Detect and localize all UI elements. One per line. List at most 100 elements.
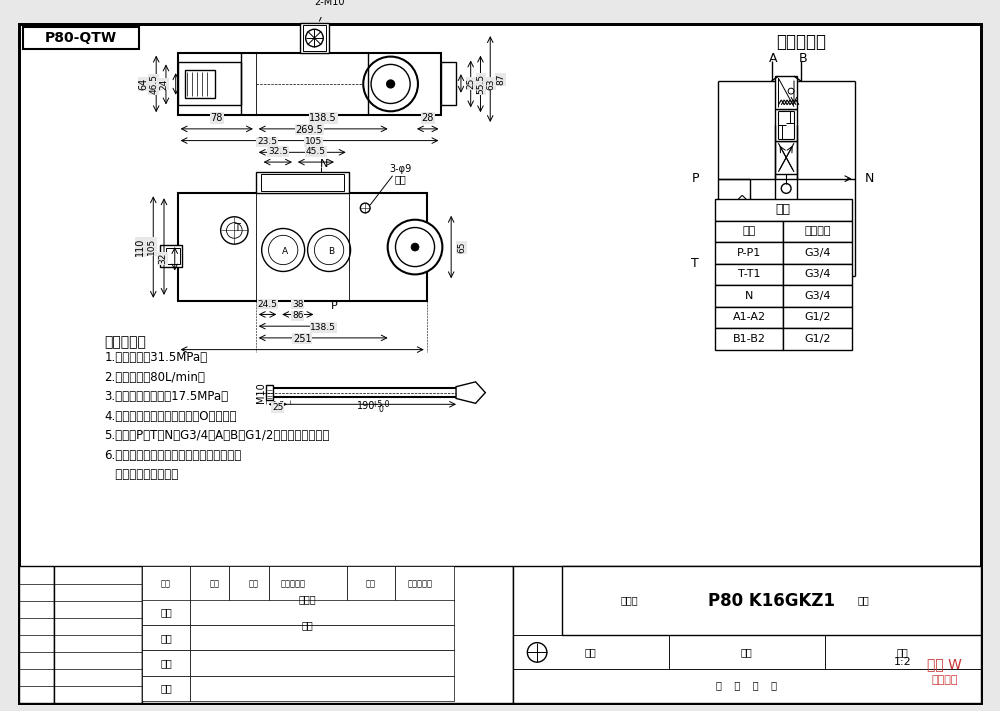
Bar	[783, 306, 852, 328]
Text: 2.公称流量：80L/min；: 2.公称流量：80L/min；	[104, 371, 205, 384]
Text: 24.5: 24.5	[258, 299, 277, 309]
Bar	[395, 567, 454, 601]
Text: 分区: 分区	[249, 579, 259, 589]
Text: 3-φ9: 3-φ9	[389, 164, 411, 174]
Text: T: T	[691, 257, 699, 270]
Text: G3/4: G3/4	[804, 269, 831, 279]
Text: 标记: 标记	[585, 648, 597, 658]
Text: 5.油口：P、T、N为G3/4；A、B为G1/2；均为平面密封；: 5.油口：P、T、N为G3/4；A、B为G1/2；均为平面密封；	[104, 429, 330, 442]
Bar	[713, 76, 859, 282]
Bar	[783, 242, 852, 264]
Text: 1.公称压力：31.5MPa；: 1.公称压力：31.5MPa；	[104, 351, 208, 364]
Text: +5.0: +5.0	[372, 400, 390, 409]
Bar	[715, 220, 783, 242]
Bar	[732, 230, 752, 250]
Bar	[142, 651, 190, 676]
Bar	[142, 599, 190, 625]
Text: 接口: 接口	[742, 226, 756, 237]
Text: P80 K16GKZ1: P80 K16GKZ1	[708, 592, 835, 609]
Bar	[166, 248, 180, 264]
Text: 105: 105	[147, 238, 156, 255]
Text: 比例: 比例	[897, 648, 908, 658]
Bar	[261, 173, 344, 191]
Circle shape	[314, 235, 344, 264]
Text: 1:2: 1:2	[894, 657, 911, 667]
Bar	[300, 23, 329, 53]
Text: 23.5: 23.5	[257, 137, 277, 146]
Text: 年、月、日: 年、月、日	[407, 579, 432, 589]
Bar	[185, 70, 215, 97]
Text: N: N	[745, 291, 753, 301]
Bar	[23, 27, 139, 49]
Text: 46.5: 46.5	[149, 75, 158, 95]
Text: 批准: 批准	[302, 620, 313, 630]
Text: 液压原理图: 液压原理图	[776, 33, 826, 51]
Bar	[256, 172, 349, 193]
Text: 处数: 处数	[210, 579, 220, 589]
Bar	[142, 625, 190, 651]
Bar	[775, 109, 797, 141]
Bar	[178, 53, 441, 115]
Bar	[747, 567, 981, 635]
Text: P-P1: P-P1	[737, 248, 761, 258]
Text: N: N	[865, 172, 874, 185]
Bar	[513, 669, 981, 703]
Text: B: B	[328, 247, 334, 257]
Text: G1/2: G1/2	[804, 334, 831, 344]
Text: 0: 0	[378, 405, 383, 414]
Bar	[190, 599, 454, 625]
Bar	[303, 26, 326, 50]
Bar	[190, 567, 229, 601]
Bar	[54, 567, 142, 703]
Text: 2-M10: 2-M10	[314, 0, 344, 7]
Bar	[347, 567, 395, 601]
Text: 通孔: 通孔	[394, 173, 406, 183]
Bar	[715, 264, 783, 285]
Text: G1/2: G1/2	[804, 312, 831, 322]
Text: A: A	[282, 247, 288, 257]
Bar	[178, 63, 241, 105]
Bar	[142, 676, 190, 701]
Text: 支架后盖为铝本色。: 支架后盖为铝本色。	[104, 469, 179, 481]
Text: 共    张    第    张: 共 张 第 张	[716, 680, 777, 690]
Text: 审核: 审核	[160, 658, 172, 668]
Text: 标准化: 标准化	[299, 594, 316, 604]
Bar	[715, 199, 852, 220]
Text: N: N	[320, 159, 328, 169]
Text: 86: 86	[292, 311, 304, 321]
Bar	[142, 567, 190, 601]
Text: 32.5: 32.5	[268, 147, 288, 156]
Text: 251: 251	[293, 333, 312, 343]
Text: G3/4: G3/4	[804, 248, 831, 258]
Circle shape	[411, 243, 419, 251]
Text: 190: 190	[357, 401, 375, 411]
Text: P: P	[331, 301, 337, 311]
Circle shape	[395, 228, 435, 267]
Text: 类型: 类型	[858, 596, 869, 606]
Text: 24: 24	[159, 78, 168, 90]
Bar	[775, 76, 797, 109]
Text: G3/4: G3/4	[804, 291, 831, 301]
Bar	[775, 141, 797, 173]
Bar	[562, 567, 981, 635]
Text: 138.5: 138.5	[310, 323, 336, 332]
Text: 28: 28	[422, 113, 434, 123]
Circle shape	[306, 29, 323, 47]
Text: 4.控制方式：手动控制，前推O型阀杆；: 4.控制方式：手动控制，前推O型阀杆；	[104, 410, 237, 423]
Text: B1-B2: B1-B2	[733, 334, 766, 344]
Circle shape	[227, 223, 242, 238]
Text: P80-QTW: P80-QTW	[45, 31, 117, 45]
Circle shape	[308, 228, 351, 272]
Text: 110: 110	[135, 238, 145, 256]
Circle shape	[221, 217, 248, 244]
Bar	[19, 567, 54, 703]
Text: 签名: 签名	[366, 579, 376, 589]
Text: 105: 105	[305, 137, 322, 146]
Text: 重量: 重量	[741, 648, 752, 658]
Text: 更改文件号: 更改文件号	[280, 579, 305, 589]
Circle shape	[360, 203, 370, 213]
Text: 55.5: 55.5	[477, 74, 486, 94]
Text: 138.5: 138.5	[309, 113, 337, 123]
Text: T: T	[234, 223, 240, 232]
Bar	[783, 220, 852, 242]
